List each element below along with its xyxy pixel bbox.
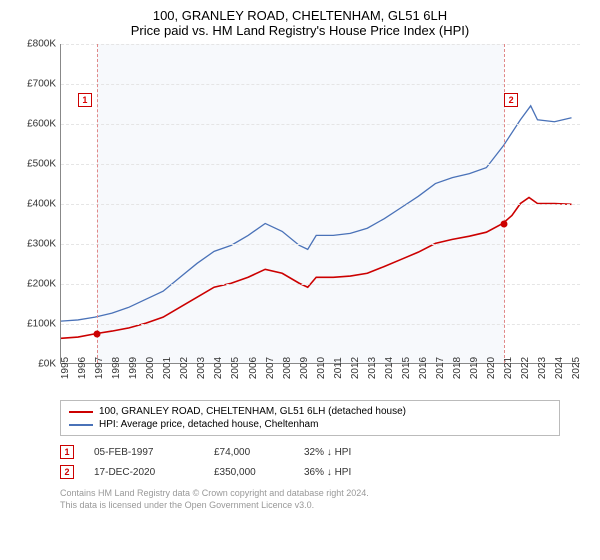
series-hpi [61,106,572,321]
x-tick-label: 2005 [230,357,241,379]
legend-swatch [69,424,93,426]
transaction-date: 17-DEC-2020 [94,467,194,478]
attribution-line: This data is licensed under the Open Gov… [60,500,560,512]
marker-vline [504,44,505,363]
x-tick-label: 2003 [196,357,207,379]
x-tick-label: 2008 [282,357,293,379]
marker-badge: 2 [504,93,518,107]
x-tick-label: 2013 [367,357,378,379]
x-tick-label: 2018 [452,357,463,379]
transaction-badge: 2 [60,465,74,479]
y-tick-label: £800K [27,39,56,50]
x-tick-label: 2024 [554,357,565,379]
x-tick-label: 2001 [162,357,173,379]
gridline [61,84,580,85]
y-tick-label: £400K [27,199,56,210]
gridline [61,124,580,125]
x-tick-label: 2014 [384,357,395,379]
transaction-hpi: 36% ↓ HPI [304,467,394,478]
y-axis: £0K£100K£200K£300K£400K£500K£600K£700K£8… [12,44,60,364]
x-tick-label: 2016 [418,357,429,379]
legend-item: 100, GRANLEY ROAD, CHELTENHAM, GL51 6LH … [69,405,551,418]
x-tick-label: 1997 [94,357,105,379]
x-tick-label: 1996 [77,357,88,379]
y-tick-label: £500K [27,159,56,170]
x-tick-label: 2017 [435,357,446,379]
x-tick-label: 2002 [179,357,190,379]
chart-title: 100, GRANLEY ROAD, CHELTENHAM, GL51 6LH [12,8,588,23]
plot-region: 12 [60,44,580,364]
legend-item: HPI: Average price, detached house, Chel… [69,418,551,431]
attribution: Contains HM Land Registry data © Crown c… [60,488,560,511]
y-tick-label: £300K [27,239,56,250]
x-tick-label: 2025 [571,357,582,379]
legend-label: HPI: Average price, detached house, Chel… [99,419,318,430]
x-tick-label: 2011 [333,357,344,379]
x-tick-label: 2020 [486,357,497,379]
gridline [61,164,580,165]
transaction-hpi: 32% ↓ HPI [304,447,394,458]
chart-container: 100, GRANLEY ROAD, CHELTENHAM, GL51 6LH … [0,0,600,560]
gridline [61,44,580,45]
marker-vline [97,44,98,363]
legend-swatch [69,411,93,413]
gridline [61,244,580,245]
transaction-date: 05-FEB-1997 [94,447,194,458]
transaction-row: 1 05-FEB-1997 £74,000 32% ↓ HPI [60,442,560,462]
transaction-badge: 1 [60,445,74,459]
transaction-price: £74,000 [214,447,284,458]
y-tick-label: £0K [38,359,56,370]
x-tick-label: 1999 [128,357,139,379]
x-tick-label: 2021 [503,357,514,379]
chart-subtitle: Price paid vs. HM Land Registry's House … [12,23,588,38]
series-price_paid [61,198,572,339]
title-block: 100, GRANLEY ROAD, CHELTENHAM, GL51 6LH … [12,8,588,38]
x-tick-label: 1998 [111,357,122,379]
x-tick-label: 2004 [213,357,224,379]
legend-label: 100, GRANLEY ROAD, CHELTENHAM, GL51 6LH … [99,406,406,417]
transaction-table: 1 05-FEB-1997 £74,000 32% ↓ HPI 2 17-DEC-2020… [60,442,560,482]
x-tick-label: 2012 [350,357,361,379]
x-tick-label: 2022 [520,357,531,379]
marker-dot [500,221,507,228]
transaction-row: 2 17-DEC-2020 £350,000 36% ↓ HPI [60,462,560,482]
y-tick-label: £100K [27,319,56,330]
marker-badge: 1 [78,93,92,107]
x-tick-label: 2019 [469,357,480,379]
x-tick-label: 2007 [265,357,276,379]
attribution-line: Contains HM Land Registry data © Crown c… [60,488,560,500]
x-tick-label: 2015 [401,357,412,379]
marker-dot [93,331,100,338]
y-tick-label: £600K [27,119,56,130]
y-tick-label: £700K [27,79,56,90]
x-tick-label: 2006 [248,357,259,379]
x-tick-label: 2023 [537,357,548,379]
gridline [61,284,580,285]
x-tick-label: 2000 [145,357,156,379]
transaction-price: £350,000 [214,467,284,478]
gridline [61,204,580,205]
x-tick-label: 2009 [299,357,310,379]
y-tick-label: £200K [27,279,56,290]
x-axis: 1995199619971998199920002001200220032004… [60,364,580,396]
x-tick-label: 1995 [60,357,71,379]
legend: 100, GRANLEY ROAD, CHELTENHAM, GL51 6LH … [60,400,560,436]
x-tick-label: 2010 [316,357,327,379]
gridline [61,324,580,325]
chart-area: £0K£100K£200K£300K£400K£500K£600K£700K£8… [12,44,588,396]
